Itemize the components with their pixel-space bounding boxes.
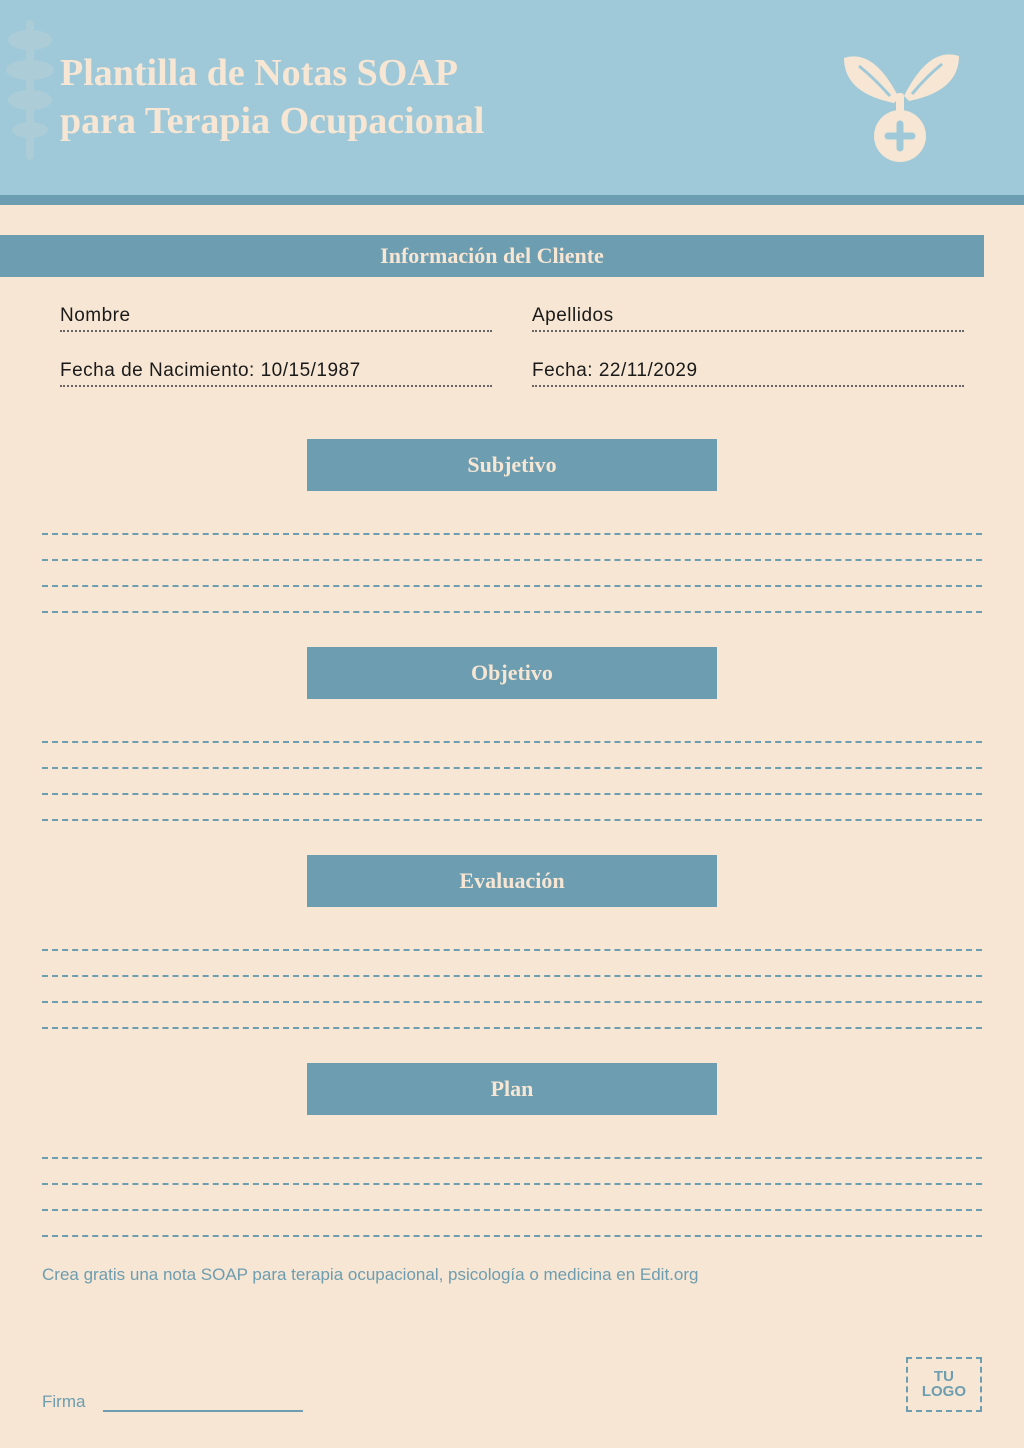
client-info-bar: Información del Cliente	[0, 235, 984, 277]
dob-field[interactable]: Fecha de Nacimiento: 10/15/1987	[60, 360, 492, 387]
section-label-subjetivo: Subjetivo	[307, 439, 717, 491]
header-banner: Plantilla de Notas SOAP para Terapia Ocu…	[0, 0, 1024, 195]
writing-line[interactable]	[42, 587, 982, 613]
logo-placeholder[interactable]: TU LOGO	[906, 1357, 982, 1413]
signature-label: Firma	[42, 1392, 85, 1412]
writing-line[interactable]	[42, 1133, 982, 1159]
surname-field[interactable]: Apellidos	[532, 305, 964, 332]
plant-plus-icon	[824, 38, 974, 163]
writing-line[interactable]	[42, 1159, 982, 1185]
writing-line[interactable]	[42, 1003, 982, 1029]
section-lines-subjetivo	[0, 509, 1024, 613]
client-info-fields: Nombre Apellidos Fecha de Nacimiento: 10…	[0, 277, 1024, 405]
writing-line[interactable]	[42, 1211, 982, 1237]
writing-line[interactable]	[42, 743, 982, 769]
footnote-text: Crea gratis una nota SOAP para terapia o…	[42, 1265, 982, 1285]
writing-line[interactable]	[42, 977, 982, 1003]
sections-container: Subjetivo Objetivo Evaluación Plan	[0, 439, 1024, 1237]
logo-line1: TU	[922, 1369, 966, 1385]
writing-line[interactable]	[42, 795, 982, 821]
logo-line2: LOGO	[922, 1384, 966, 1400]
section-lines-evaluación	[0, 925, 1024, 1029]
name-field[interactable]: Nombre	[60, 305, 492, 332]
writing-line[interactable]	[42, 951, 982, 977]
header-divider	[0, 195, 1024, 205]
writing-line[interactable]	[42, 535, 982, 561]
writing-line[interactable]	[42, 769, 982, 795]
writing-line[interactable]	[42, 925, 982, 951]
date-field[interactable]: Fecha: 22/11/2029	[532, 360, 964, 387]
content-area: Información del Cliente Nombre Apellidos…	[0, 205, 1024, 1285]
section-label-objetivo: Objetivo	[307, 647, 717, 699]
writing-line[interactable]	[42, 509, 982, 535]
writing-line[interactable]	[42, 561, 982, 587]
footer: Firma TU LOGO	[42, 1357, 982, 1413]
section-lines-plan	[0, 1133, 1024, 1237]
section-label-evaluación: Evaluación	[307, 855, 717, 907]
writing-line[interactable]	[42, 717, 982, 743]
section-label-plan: Plan	[307, 1063, 717, 1115]
signature-row: Firma	[42, 1392, 303, 1412]
writing-line[interactable]	[42, 1185, 982, 1211]
signature-line[interactable]	[103, 1410, 303, 1412]
page-title: Plantilla de Notas SOAP para Terapia Ocu…	[60, 50, 540, 145]
section-lines-objetivo	[0, 717, 1024, 821]
